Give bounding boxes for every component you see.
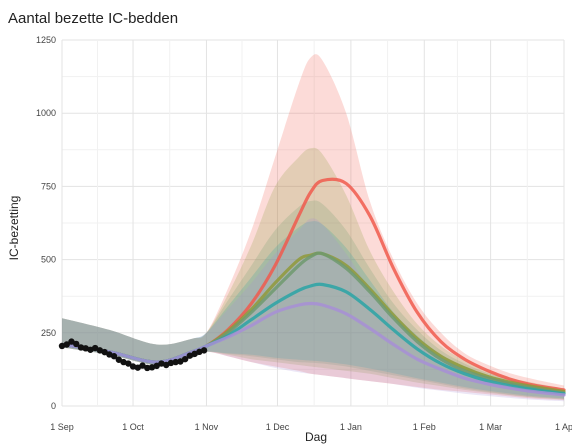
observed-point [144, 364, 151, 372]
x-tick-label: 1 Nov [195, 422, 219, 432]
x-tick-label: 1 Feb [413, 422, 436, 432]
observed-point [63, 341, 70, 348]
confidence-band-red [62, 54, 564, 401]
observed-point [73, 340, 80, 348]
observed-points [58, 338, 208, 372]
x-tick-label: 1 Mar [479, 422, 502, 432]
observed-point [115, 356, 123, 363]
chart-title: Aantal bezette IC-bedden [8, 10, 179, 27]
y-tick-label: 1250 [36, 35, 56, 45]
observed-point [139, 362, 146, 369]
x-tick-label: 1 Sep [50, 422, 74, 432]
x-axis-label: Dag [305, 430, 327, 444]
x-tick-label: 1 Jan [340, 422, 362, 432]
observed-point [68, 338, 75, 345]
confidence-band-green [62, 200, 564, 399]
observed-point [77, 344, 85, 351]
x-tick-label: 1 Dec [266, 422, 290, 432]
y-tick-label: 0 [51, 401, 56, 411]
observed-point [181, 355, 189, 363]
observed-point [177, 358, 184, 365]
observed-point [172, 358, 179, 366]
observed-point [110, 353, 118, 360]
observed-point [101, 348, 108, 356]
observed-point [125, 360, 132, 367]
x-tick-label: 1 Oct [122, 422, 144, 432]
confidence-band-olive [62, 147, 564, 400]
observed-point [153, 362, 160, 370]
x-tick-label: 1 Ap [555, 422, 572, 432]
observed-point [167, 359, 175, 367]
observed-point [91, 344, 99, 352]
y-axis-label: IC-bezetting [7, 196, 21, 261]
y-tick-label: 750 [41, 181, 56, 191]
axes: 0 250 500 750 1000 1250 1 Sep 1 Oct 1 Nov 1 Dec 1 … [36, 35, 572, 432]
y-tick-label: 500 [41, 255, 56, 265]
y-tick-label: 1000 [36, 108, 56, 118]
y-tick-label: 250 [41, 328, 56, 338]
observed-point [200, 347, 208, 354]
